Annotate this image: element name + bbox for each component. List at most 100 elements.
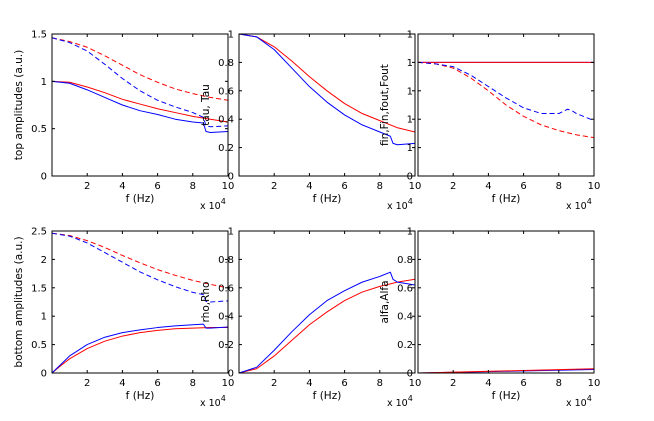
y-tick-label: 1: [407, 30, 413, 41]
y-tick-label: 2: [41, 255, 47, 266]
y-tick-label: 0.6: [218, 283, 234, 294]
x-tick-label: 6: [520, 378, 526, 389]
x-tick-label: 6: [341, 181, 347, 192]
axes-box: [51, 230, 229, 374]
x-axis-label: f (Hz): [492, 193, 521, 205]
series-blue-solid: [52, 323, 228, 373]
series-group: [52, 232, 228, 373]
y-tick-label: 0.5: [31, 340, 47, 351]
axes-box: [51, 33, 229, 177]
series-group: [239, 271, 415, 373]
y-tick-label: 0: [41, 172, 47, 183]
x-multiplier-base: x 10: [200, 201, 221, 212]
y-tick-label: 0: [407, 369, 413, 380]
x-tick-label: 8: [556, 181, 562, 192]
x-tick-label: 4: [306, 378, 312, 389]
y-tick-label: 0: [228, 172, 234, 183]
x-tick-label: 10: [588, 181, 601, 192]
x-multiplier-base: x 10: [566, 201, 587, 212]
y-tick-label: 0: [407, 172, 413, 183]
series-red-dashed: [418, 61, 594, 139]
plot-area: [239, 34, 415, 176]
y-tick-label: 0.4: [218, 312, 234, 323]
x-multiplier-base: x 10: [387, 201, 408, 212]
x-multiplier: x 104: [200, 394, 226, 409]
y-tick-label: 1: [407, 115, 413, 126]
series-red-dashed: [52, 37, 228, 101]
x-tick-label: 2: [450, 181, 456, 192]
series-blue-dashed: [52, 232, 228, 303]
series-group: [418, 61, 594, 139]
x-multiplier-exponent: 4: [587, 394, 592, 403]
x-multiplier: x 104: [566, 197, 592, 212]
x-tick-label: 4: [119, 378, 125, 389]
series-group: [239, 34, 415, 146]
series-blue-solid: [52, 80, 228, 133]
series-group: [418, 368, 594, 373]
y-tick-label: 0.8: [218, 58, 234, 69]
series-blue-solid: [239, 271, 415, 373]
plot-area: [52, 34, 228, 176]
x-multiplier-exponent: 4: [408, 197, 413, 206]
x-tick-label: 6: [520, 181, 526, 192]
x-multiplier-base: x 10: [387, 398, 408, 409]
y-axis-label: top amplitudes (a.u.): [13, 50, 25, 160]
x-tick-label: 4: [119, 181, 125, 192]
x-multiplier-exponent: 4: [221, 394, 226, 403]
y-tick-label: 0.6: [218, 86, 234, 97]
y-tick-label: 1: [41, 77, 47, 88]
series-group: [52, 37, 228, 133]
x-tick-label: 4: [485, 181, 491, 192]
y-tick-label: 0.2: [397, 340, 413, 351]
x-multiplier: x 104: [200, 197, 226, 212]
y-tick-label: 0.2: [218, 143, 234, 154]
axes-box: [417, 33, 595, 177]
y-tick-label: 0: [228, 369, 234, 380]
x-tick-label: 10: [222, 181, 235, 192]
y-tick-label: 1: [407, 58, 413, 69]
x-multiplier-base: x 10: [200, 398, 221, 409]
y-tick-label: 2.5: [31, 227, 47, 238]
y-axis-label: tau, Tau: [200, 84, 212, 126]
axes-box: [417, 230, 595, 374]
x-multiplier-exponent: 4: [587, 197, 592, 206]
series-blue-dashed: [52, 37, 228, 128]
y-tick-label: 0.8: [218, 255, 234, 266]
x-tick-label: 6: [341, 378, 347, 389]
x-tick-label: 10: [222, 378, 235, 389]
series-red-solid: [52, 80, 228, 123]
plot-area: [418, 231, 594, 373]
axes-box: [238, 33, 416, 177]
plot-area: [239, 231, 415, 373]
series-red-dashed: [52, 232, 228, 289]
x-tick-label: 2: [271, 378, 277, 389]
y-tick-label: 1: [228, 227, 234, 238]
x-multiplier: x 104: [566, 394, 592, 409]
x-tick-label: 10: [588, 378, 601, 389]
x-axis-label: f (Hz): [126, 193, 155, 205]
y-tick-label: 1.5: [31, 30, 47, 41]
x-tick-label: 2: [271, 181, 277, 192]
y-tick-label: 1: [228, 30, 234, 41]
series-blue-dashed: [418, 61, 594, 122]
y-tick-label: 0.4: [218, 115, 234, 126]
y-tick-label: 1: [407, 143, 413, 154]
x-tick-label: 8: [190, 378, 196, 389]
x-tick-label: 10: [409, 378, 422, 389]
x-tick-label: 8: [377, 181, 383, 192]
x-axis-label: f (Hz): [313, 390, 342, 402]
series-red-solid: [239, 278, 415, 373]
x-multiplier-exponent: 4: [221, 197, 226, 206]
y-axis-label: bottom amplitudes (a.u.): [13, 236, 25, 367]
x-multiplier-base: x 10: [566, 398, 587, 409]
x-axis-label: f (Hz): [313, 193, 342, 205]
x-tick-label: 8: [377, 378, 383, 389]
series-red-solid: [52, 327, 228, 373]
x-multiplier-exponent: 4: [408, 394, 413, 403]
